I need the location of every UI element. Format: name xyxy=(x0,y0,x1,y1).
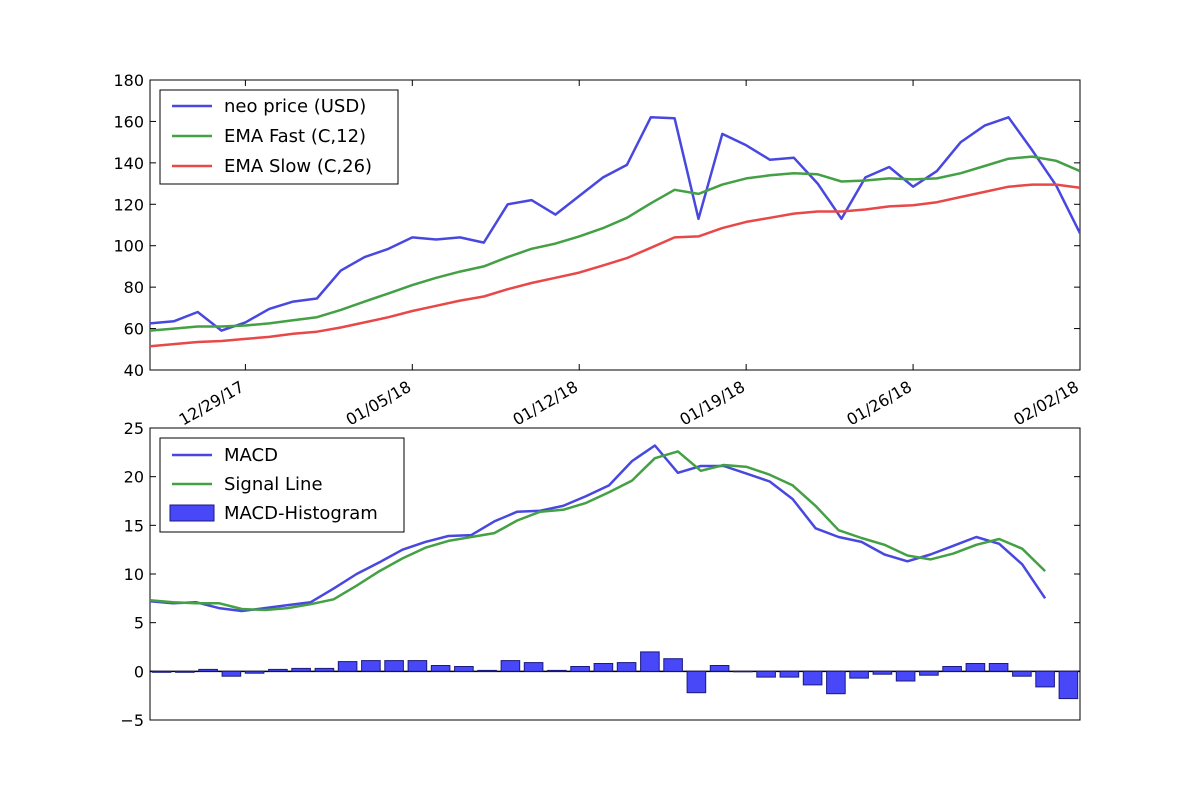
histogram-bar xyxy=(733,670,753,673)
top-legend-label-2: EMA Slow (C,26) xyxy=(224,156,372,177)
top-xtick-label: 12/29/17 xyxy=(176,377,248,429)
top-ytick-label: 160 xyxy=(113,112,144,131)
histogram-bar xyxy=(244,670,265,674)
bottom-ytick-label: 20 xyxy=(124,468,144,487)
bottom-ytick-label: 25 xyxy=(124,419,144,438)
price-ema-plot: 40 60 80 100 120 140 160 180 12/29/17 01/05/18 01/… xyxy=(113,71,1082,429)
histogram-bar xyxy=(198,668,218,672)
bottom-legend-label-2: MACD-Histogram xyxy=(224,503,378,524)
top-xtick-label: 01/05/18 xyxy=(343,377,415,429)
histogram-bar xyxy=(849,670,869,679)
histogram-bar xyxy=(1012,670,1032,677)
top-plot-frame xyxy=(149,79,1081,371)
histogram-bar xyxy=(500,660,521,672)
bottom-series-line-0 xyxy=(149,444,1047,613)
bottom-ytick-label: 15 xyxy=(124,516,144,535)
histogram-bar xyxy=(663,658,683,672)
top-legend-label-0: neo price (USD) xyxy=(224,96,366,117)
histogram-bar xyxy=(570,666,590,672)
top-ytick-label: 140 xyxy=(113,154,144,173)
bottom-ytick-label: 10 xyxy=(124,565,144,584)
top-ytick-label: 180 xyxy=(113,71,144,90)
histogram-bar xyxy=(640,651,660,672)
bottom-legend-label-1: Signal Line xyxy=(224,474,323,495)
top-xtick-label: 01/26/18 xyxy=(843,377,915,429)
top-ytick-label: 120 xyxy=(113,195,144,214)
histogram-bar xyxy=(686,670,707,694)
histogram-bar xyxy=(523,662,544,672)
histogram-bar xyxy=(314,667,335,672)
histogram-bar xyxy=(547,669,567,672)
histogram-bar xyxy=(709,665,730,672)
bottom-legend-swatch-2 xyxy=(169,504,215,522)
histogram-bar xyxy=(872,670,893,675)
histogram-bar xyxy=(337,661,358,672)
histogram-bar xyxy=(361,660,381,672)
top-ytick-label: 60 xyxy=(124,320,144,339)
histogram-bar xyxy=(477,669,497,672)
histogram-bar xyxy=(593,663,614,672)
top-xtick-label: 01/19/18 xyxy=(676,377,748,429)
histogram-bar xyxy=(268,668,288,672)
histogram-bar xyxy=(965,663,986,672)
histogram-bar xyxy=(384,660,404,672)
histogram-bar xyxy=(919,670,939,676)
histogram-bar xyxy=(826,670,846,695)
bottom-series-line-1 xyxy=(149,450,1046,612)
top-xtick-label: 01/12/18 xyxy=(509,377,581,429)
top-xtick-label: 02/02/18 xyxy=(1010,377,1082,429)
histogram-bar xyxy=(616,662,637,672)
histogram-bar xyxy=(895,670,916,682)
top-series-line-2 xyxy=(150,183,1080,348)
histogram-bar xyxy=(802,670,823,686)
macd-plot: −5 0 5 10 15 20 25 MACD Signal Line MACD-Histogra… xyxy=(120,419,1081,730)
histogram-bar xyxy=(1058,670,1079,700)
histogram-bar xyxy=(756,670,776,678)
histogram-bar xyxy=(407,660,428,672)
histogram-bar xyxy=(942,666,962,672)
top-ytick-label: 40 xyxy=(124,361,144,380)
top-series-line-1 xyxy=(150,155,1080,332)
top-ytick-label: 100 xyxy=(113,237,144,256)
bottom-ytick-label: −5 xyxy=(120,711,144,730)
histogram-bar xyxy=(454,666,474,672)
histogram-bar xyxy=(175,670,195,673)
histogram-bar xyxy=(1035,670,1055,688)
histogram-bar xyxy=(291,667,311,672)
histogram-bar xyxy=(430,665,451,672)
histogram-bar xyxy=(988,663,1009,672)
top-ytick-label: 80 xyxy=(124,278,144,297)
bottom-legend-label-0: MACD xyxy=(224,445,278,466)
bottom-ytick-label: 0 xyxy=(134,662,144,681)
top-legend-label-1: EMA Fast (C,12) xyxy=(224,126,366,147)
bottom-ytick-label: 5 xyxy=(134,614,144,633)
histogram-bar xyxy=(779,670,800,678)
histogram-bar xyxy=(221,670,242,677)
histogram-bar xyxy=(151,670,172,673)
